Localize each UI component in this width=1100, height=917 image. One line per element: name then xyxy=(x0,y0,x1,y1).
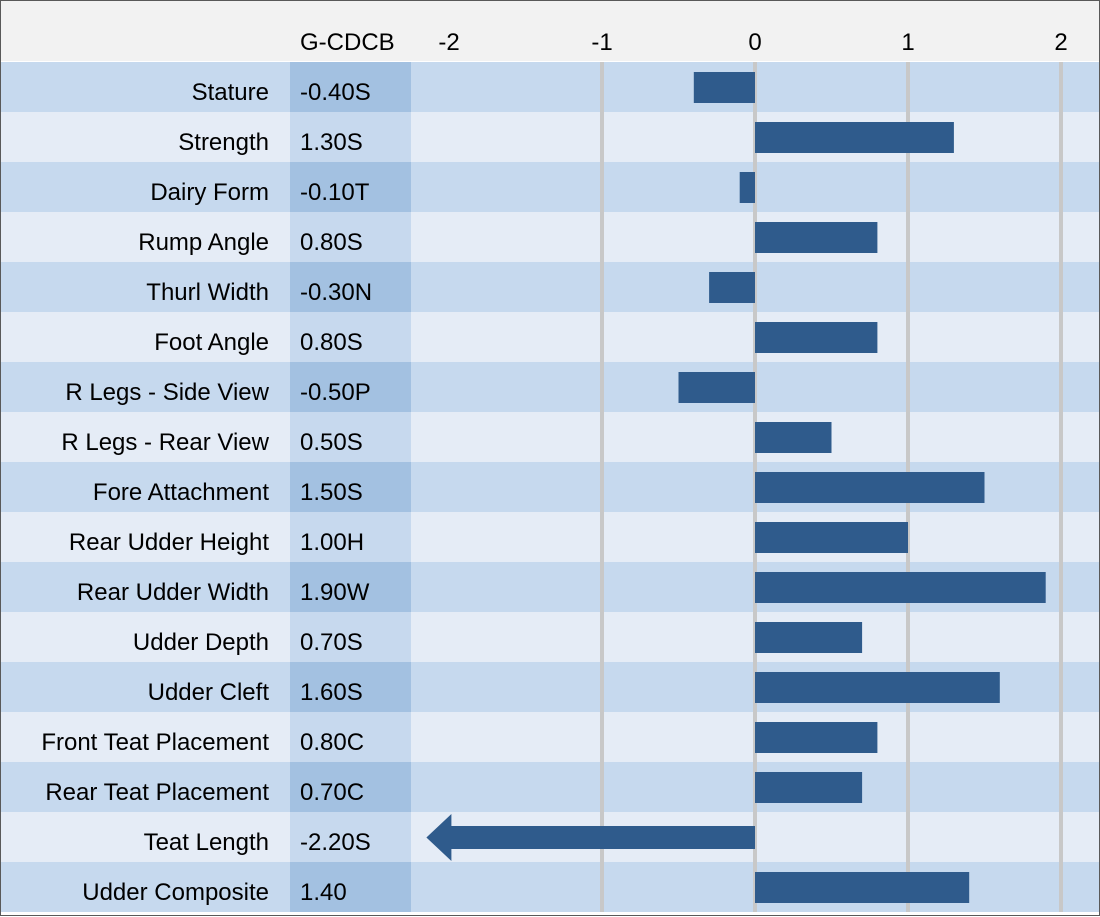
row-band xyxy=(1,412,1099,462)
trait-value: 1.40 xyxy=(300,879,347,906)
value-cell-bg xyxy=(290,312,411,362)
value-cell-bg xyxy=(290,112,411,162)
trait-label: Dairy Form xyxy=(150,179,269,206)
row-band xyxy=(1,212,1099,262)
row-band xyxy=(1,312,1099,362)
value-cell-bg xyxy=(290,662,411,712)
trait-value: 0.70S xyxy=(300,629,363,656)
value-cell-bg xyxy=(290,462,411,512)
bar xyxy=(755,322,878,353)
value-cell-bg xyxy=(290,512,411,562)
bar xyxy=(709,272,755,303)
value-cell-bg xyxy=(290,362,411,412)
trait-value: 0.70C xyxy=(300,779,364,806)
bar xyxy=(755,572,1046,603)
bar xyxy=(739,172,755,203)
bar xyxy=(755,122,954,153)
header-background xyxy=(1,1,1099,61)
value-cell-bg xyxy=(290,812,411,862)
trait-value: 1.00H xyxy=(300,529,364,556)
row-band xyxy=(1,362,1099,412)
row-band xyxy=(1,762,1099,812)
value-column-header: G-CDCB xyxy=(300,29,395,56)
value-cell-bg xyxy=(290,212,411,262)
bar xyxy=(755,772,863,803)
trait-label: Rear Udder Width xyxy=(77,579,269,606)
row-band xyxy=(1,512,1099,562)
trait-label: Stature xyxy=(192,79,269,106)
trait-label: Rump Angle xyxy=(138,229,269,256)
trait-value: -0.30N xyxy=(300,279,372,306)
trait-label: Thurl Width xyxy=(146,279,269,306)
trait-label: Teat Length xyxy=(144,829,269,856)
value-cell-bg xyxy=(290,162,411,212)
bar xyxy=(755,672,1000,703)
trait-label: Udder Composite xyxy=(82,879,269,906)
trait-value: 0.80C xyxy=(300,729,364,756)
trait-label: Front Teat Placement xyxy=(41,729,269,756)
trait-label: Foot Angle xyxy=(154,329,269,356)
trait-value: 1.90W xyxy=(300,579,370,606)
bar xyxy=(755,522,908,553)
value-cell-bg xyxy=(290,412,411,462)
bar xyxy=(755,222,878,253)
bar xyxy=(678,372,755,403)
trait-value: -0.40S xyxy=(300,79,371,106)
trait-value: 1.60S xyxy=(300,679,363,706)
x-tick-label: 2 xyxy=(1054,29,1067,56)
trait-label: Fore Attachment xyxy=(93,479,269,506)
value-cell-bg xyxy=(290,862,411,912)
value-cell-bg xyxy=(290,62,411,112)
trait-value: -0.50P xyxy=(300,379,371,406)
bar xyxy=(755,722,878,753)
value-cell-bg xyxy=(290,562,411,612)
row-band xyxy=(1,162,1099,212)
trait-value: -2.20S xyxy=(300,829,371,856)
bar xyxy=(693,72,755,103)
x-tick-label: -2 xyxy=(438,29,459,56)
value-cell-bg xyxy=(290,612,411,662)
trait-label: Udder Depth xyxy=(133,629,269,656)
rows-layer: Stature -0.40S Strength 1.30S Dairy Form -0.1… xyxy=(1,62,1099,912)
row-band xyxy=(1,62,1099,112)
value-cell-bg xyxy=(290,762,411,812)
value-cell-bg xyxy=(290,712,411,762)
x-tick-label: 0 xyxy=(748,29,761,56)
trait-value: 1.30S xyxy=(300,129,363,156)
row-band xyxy=(1,612,1099,662)
trait-label: Udder Cleft xyxy=(148,679,270,706)
x-tick-label: 1 xyxy=(901,29,914,56)
ticks-layer: -2 -1 0 1 2 xyxy=(438,29,1067,56)
trait-label: Rear Udder Height xyxy=(69,529,269,556)
trait-label: Rear Teat Placement xyxy=(45,779,269,806)
trait-value: -0.10T xyxy=(300,179,370,206)
bar xyxy=(755,422,832,453)
trait-label: Strength xyxy=(178,129,269,156)
trait-value: 0.80S xyxy=(300,229,363,256)
bar xyxy=(755,622,863,653)
row-band xyxy=(1,712,1099,762)
bar xyxy=(755,472,985,503)
bars-layer xyxy=(426,72,1046,903)
trait-value: 0.80S xyxy=(300,329,363,356)
row-band xyxy=(1,262,1099,312)
bar xyxy=(755,872,970,903)
bar-arrow xyxy=(426,814,755,861)
trait-label: R Legs - Rear View xyxy=(61,429,269,456)
value-cell-bg xyxy=(290,262,411,312)
trait-value: 0.50S xyxy=(300,429,363,456)
trait-label: R Legs - Side View xyxy=(65,379,269,406)
x-tick-label: -1 xyxy=(591,29,612,56)
trait-value: 1.50S xyxy=(300,479,363,506)
